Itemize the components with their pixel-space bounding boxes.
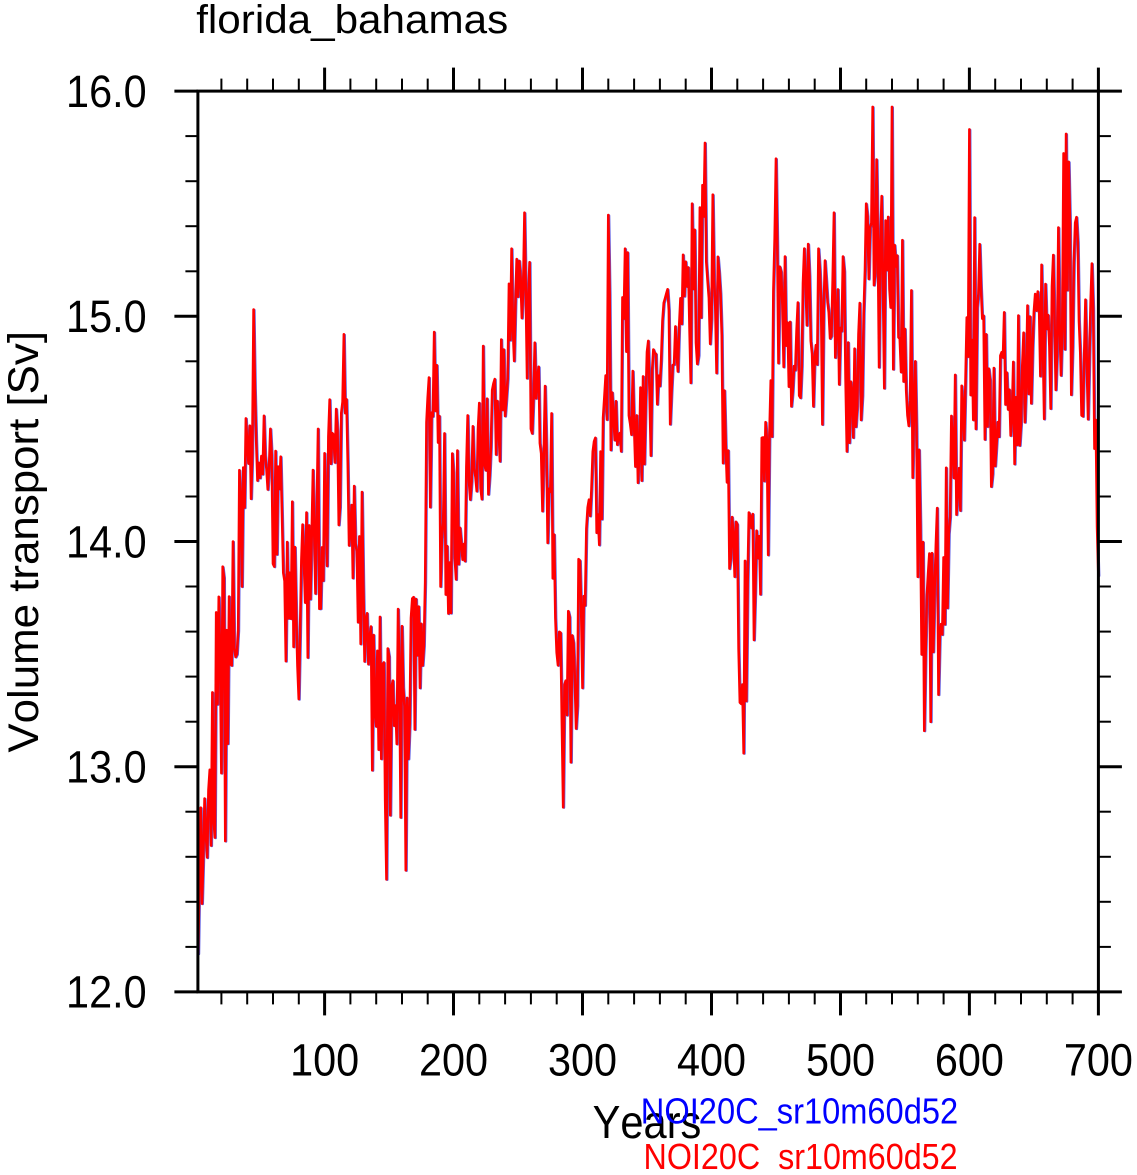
svg-text:florida_bahamas: florida_bahamas	[196, 0, 508, 42]
svg-text:NOI20C_sr10m60d52: NOI20C_sr10m60d52	[641, 1092, 958, 1132]
svg-text:NOI20C sr10m60d52: NOI20C sr10m60d52	[644, 1137, 958, 1175]
svg-text:100: 100	[290, 1036, 359, 1086]
svg-text:13.0: 13.0	[66, 743, 147, 793]
svg-text:200: 200	[419, 1036, 488, 1086]
svg-text:16.0: 16.0	[66, 67, 147, 117]
svg-text:Years: Years	[593, 1097, 702, 1148]
svg-text:15.0: 15.0	[66, 293, 147, 343]
svg-text:12.0: 12.0	[66, 968, 147, 1018]
svg-text:500: 500	[806, 1036, 875, 1086]
svg-text:400: 400	[677, 1036, 746, 1086]
svg-text:700: 700	[1064, 1036, 1133, 1086]
svg-text:14.0: 14.0	[66, 518, 147, 568]
svg-text:Volume transport [Sv]: Volume transport [Sv]	[0, 331, 48, 753]
svg-text:300: 300	[548, 1036, 617, 1086]
svg-text:600: 600	[935, 1036, 1004, 1086]
